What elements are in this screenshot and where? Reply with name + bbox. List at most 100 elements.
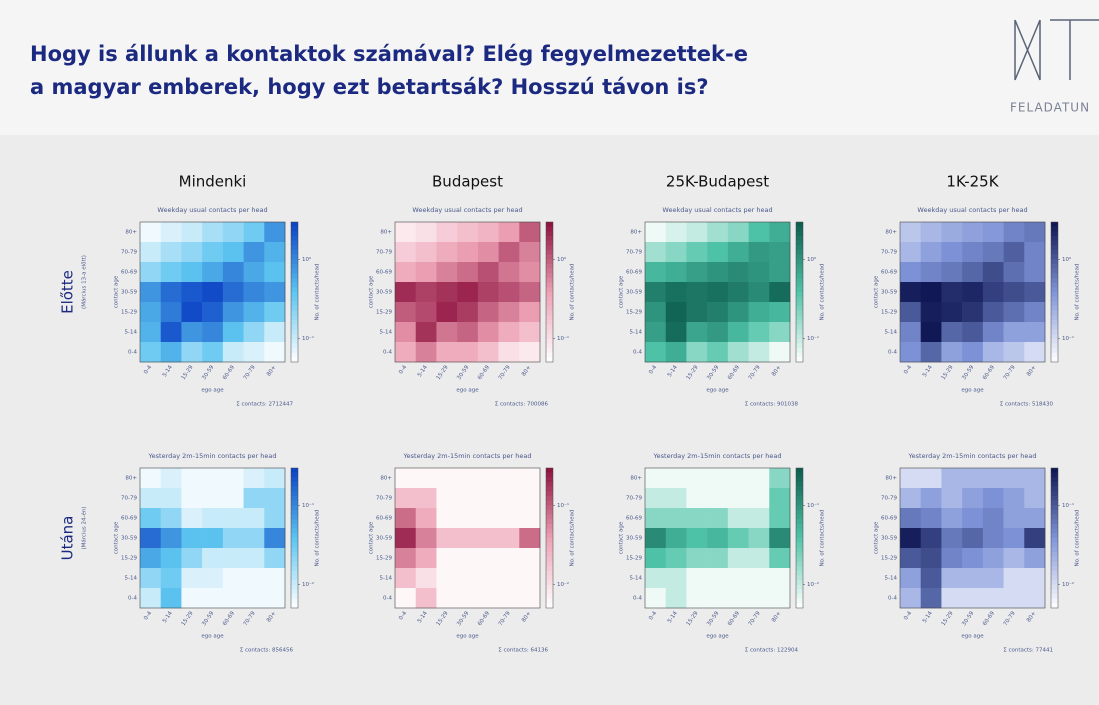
- colorbar-segment: [796, 320, 803, 325]
- colorbar-segment: [796, 472, 803, 478]
- heat-cell: [264, 588, 286, 609]
- heat-cell: [769, 282, 791, 303]
- heat-cell: [900, 242, 922, 263]
- heat-cell: [748, 588, 770, 609]
- colorbar-segment: [291, 505, 298, 511]
- heat-cell: [415, 468, 437, 489]
- y-tick-label: 80+: [380, 230, 392, 236]
- colorbar-segment: [796, 254, 803, 260]
- heat-cell: [519, 528, 541, 549]
- heat-cell: [1003, 468, 1025, 489]
- heat-cell: [222, 302, 244, 323]
- colorbar-segment: [1051, 477, 1058, 483]
- heat-cell: [707, 508, 729, 529]
- heat-cell: [1024, 282, 1046, 303]
- heat-cell: [222, 548, 244, 569]
- heat-cell: [436, 488, 458, 509]
- heat-cell: [519, 568, 541, 589]
- y-axis-label: contact age: [114, 275, 120, 308]
- colorbar-segment: [1051, 231, 1058, 237]
- heat-cell: [181, 242, 203, 263]
- heat-cell: [477, 568, 499, 589]
- x-axis-label: ego age: [706, 634, 729, 640]
- colorbar-segment: [1051, 324, 1058, 330]
- heat-cell: [436, 302, 458, 323]
- y-tick-label: 70-79: [881, 496, 897, 502]
- heat-cell: [202, 528, 224, 549]
- colorbar-segment: [291, 510, 298, 515]
- colorbar-segment: [291, 570, 298, 576]
- colorbar-segment: [546, 273, 553, 279]
- colorbar-segment: [796, 343, 803, 349]
- heat-cell: [900, 282, 922, 303]
- chart-title: Weekday usual contacts per head: [662, 206, 772, 214]
- heat-cell: [519, 262, 541, 283]
- colorbar-tick-label: 10⁻¹: [557, 502, 569, 509]
- heat-cell: [477, 342, 499, 363]
- heat-cell: [665, 342, 687, 363]
- heat-cell: [941, 242, 963, 263]
- colorbar-tick-label: 10⁻²: [1062, 581, 1074, 588]
- heat-cell: [941, 528, 963, 549]
- y-tick-label: 30-59: [881, 536, 897, 542]
- colorbar-segment: [291, 254, 298, 260]
- y-tick-label: 0-4: [383, 596, 392, 602]
- total: Σ contacts: 2712447: [236, 402, 293, 408]
- heat-cell: [727, 222, 749, 243]
- heat-cell: [519, 342, 541, 363]
- colorbar-segment: [546, 306, 553, 311]
- y-tick-label: 5-14: [125, 576, 138, 582]
- heat-cell: [920, 322, 942, 343]
- colorbar-segment: [1051, 352, 1058, 358]
- colorbar-segment: [546, 519, 553, 525]
- heat-cell: [941, 548, 963, 569]
- heat-cell: [243, 242, 265, 263]
- heat-cell: [962, 322, 984, 343]
- heat-cell: [181, 222, 203, 243]
- colorbar-segment: [1051, 222, 1058, 227]
- heat-cell: [222, 588, 244, 609]
- colorbar-segment: [1051, 542, 1058, 548]
- heat-cell: [727, 588, 749, 609]
- colorbar-segment: [291, 468, 298, 473]
- heat-cell: [941, 262, 963, 283]
- heat-cell: [748, 262, 770, 283]
- heat-cell: [645, 302, 667, 323]
- heat-cell: [160, 508, 182, 529]
- heat-cell: [264, 548, 286, 569]
- y-tick-label: 80+: [380, 476, 392, 482]
- heat-cell: [140, 548, 162, 569]
- heat-cell: [222, 342, 244, 363]
- heat-cell: [686, 302, 708, 323]
- colorbar-segment: [796, 278, 803, 283]
- colorbar-segment: [291, 306, 298, 311]
- colorbar-segment: [291, 250, 298, 255]
- heat-cell: [686, 568, 708, 589]
- row-note: (Március 24-én): [81, 506, 88, 549]
- x-tick-label: 0-4: [398, 364, 408, 375]
- colorbar-segment: [546, 566, 553, 571]
- heat-cell: [498, 508, 520, 529]
- heat-cell: [920, 548, 942, 569]
- colorbar-segment: [546, 352, 553, 358]
- colorbar-segment: [291, 296, 298, 302]
- colorbar-segment: [546, 482, 553, 487]
- heat-cell: [748, 302, 770, 323]
- heat-cell: [264, 222, 286, 243]
- colorbar-segment: [1051, 580, 1058, 585]
- heat-cell: [941, 282, 963, 303]
- heat-cell: [477, 302, 499, 323]
- plot-frame: [899, 467, 1046, 609]
- x-axis-label: ego age: [201, 388, 224, 394]
- colorbar-tick-label: 10⁰: [557, 256, 567, 263]
- heat-cell: [1003, 488, 1025, 509]
- heat-cell: [457, 468, 479, 489]
- colorbar-segment: [796, 505, 803, 511]
- colorbar-segment: [1051, 561, 1058, 567]
- heat-cell: [519, 488, 541, 509]
- heat-cell: [941, 222, 963, 243]
- heat-cell: [982, 508, 1004, 529]
- heat-cell: [665, 468, 687, 489]
- heat-cell: [395, 508, 417, 529]
- y-tick-label: 80+: [630, 230, 642, 236]
